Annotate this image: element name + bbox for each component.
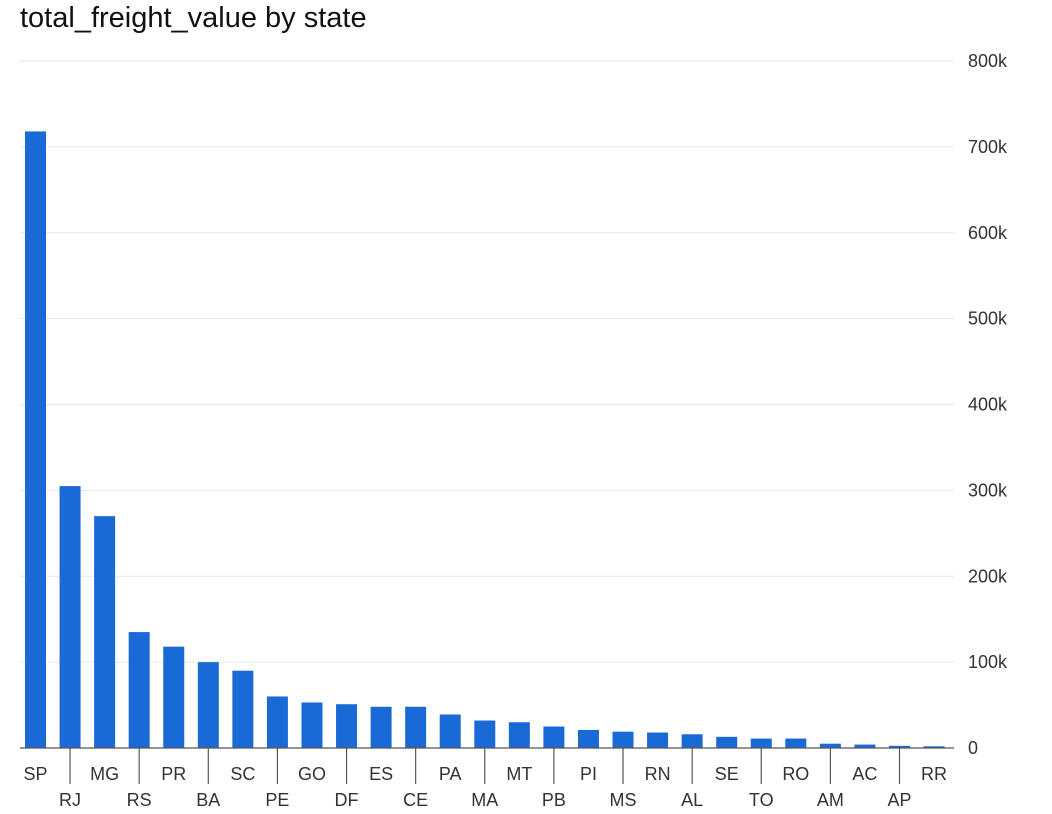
x-tick-label: RO bbox=[782, 764, 809, 784]
x-tick-label: RR bbox=[921, 764, 947, 784]
x-tick-label: SC bbox=[230, 764, 255, 784]
y-tick-label: 400k bbox=[968, 395, 1008, 415]
y-axis: 0 100k 200k 300k 400k 500k 600k 700k 800k bbox=[968, 51, 1008, 758]
x-tick-label: RS bbox=[127, 790, 152, 810]
x-tick-label: RN bbox=[645, 764, 671, 784]
x-tick-label: PE bbox=[265, 790, 289, 810]
bar-rn bbox=[647, 732, 669, 748]
x-tick-label: DF bbox=[335, 790, 359, 810]
bar-sc bbox=[232, 670, 254, 748]
y-tick-label: 200k bbox=[968, 566, 1008, 586]
bar-al bbox=[681, 734, 703, 748]
bar-sp bbox=[25, 131, 46, 749]
bar-mt bbox=[508, 722, 530, 748]
y-tick-label: 0 bbox=[968, 738, 978, 758]
x-tick-label: TO bbox=[749, 790, 774, 810]
x-tick-label: SP bbox=[23, 764, 47, 784]
x-tick-label: PR bbox=[161, 764, 186, 784]
bars bbox=[25, 131, 945, 749]
bar-ms bbox=[612, 731, 634, 748]
bar-pi bbox=[577, 729, 599, 748]
x-tick-label: AC bbox=[852, 764, 877, 784]
bar-pb bbox=[543, 726, 565, 748]
chart-title: total_freight_value by state bbox=[20, 2, 367, 34]
x-tick-label: BA bbox=[196, 790, 220, 810]
x-tick-label: PI bbox=[580, 764, 597, 784]
x-tick-label: MA bbox=[471, 790, 498, 810]
y-tick-label: 600k bbox=[968, 223, 1008, 243]
bar-go bbox=[301, 702, 323, 748]
x-tick-label: AP bbox=[887, 790, 911, 810]
x-tick-label: MG bbox=[90, 764, 119, 784]
x-tick-label: PA bbox=[439, 764, 462, 784]
bar-ce bbox=[405, 706, 427, 748]
bar-rj bbox=[59, 486, 81, 748]
y-tick-label: 500k bbox=[968, 309, 1008, 329]
y-tick-label: 100k bbox=[968, 652, 1008, 672]
bar-ro bbox=[785, 738, 807, 748]
x-tick-label: SE bbox=[715, 764, 739, 784]
bar-mg bbox=[94, 516, 116, 748]
bar-se bbox=[716, 736, 738, 748]
x-tick-label: MT bbox=[506, 764, 532, 784]
x-tick-label: CE bbox=[403, 790, 428, 810]
bar-pa bbox=[439, 714, 461, 748]
bar-ac bbox=[854, 744, 876, 748]
y-tick-label: 700k bbox=[968, 137, 1008, 157]
bar-rr bbox=[923, 746, 945, 748]
x-axis: SP RJ MG RS PR BA SC PE GO DF ES CE PA MA MT PB PI MS RN AL… bbox=[20, 747, 954, 810]
y-tick-label: 300k bbox=[968, 480, 1008, 500]
bar-rs bbox=[128, 632, 150, 748]
x-tick-label: RJ bbox=[59, 790, 81, 810]
x-tick-label: ES bbox=[369, 764, 393, 784]
y-tick-label: 800k bbox=[968, 51, 1008, 71]
x-tick-label: PB bbox=[542, 790, 566, 810]
x-tick-label: GO bbox=[298, 764, 326, 784]
bar-df bbox=[336, 704, 358, 748]
x-tick-label: AL bbox=[681, 790, 703, 810]
bar-ma bbox=[474, 720, 496, 748]
bar-ba bbox=[197, 662, 219, 748]
bar-ap bbox=[889, 745, 910, 748]
gridlines bbox=[20, 60, 954, 663]
x-tick-label: AM bbox=[817, 790, 844, 810]
bar-pe bbox=[266, 696, 288, 748]
bar-am bbox=[819, 743, 841, 748]
bar-es bbox=[370, 706, 392, 748]
x-tick-label: MS bbox=[610, 790, 637, 810]
bar-to bbox=[750, 738, 772, 748]
bar-pr bbox=[163, 646, 185, 748]
